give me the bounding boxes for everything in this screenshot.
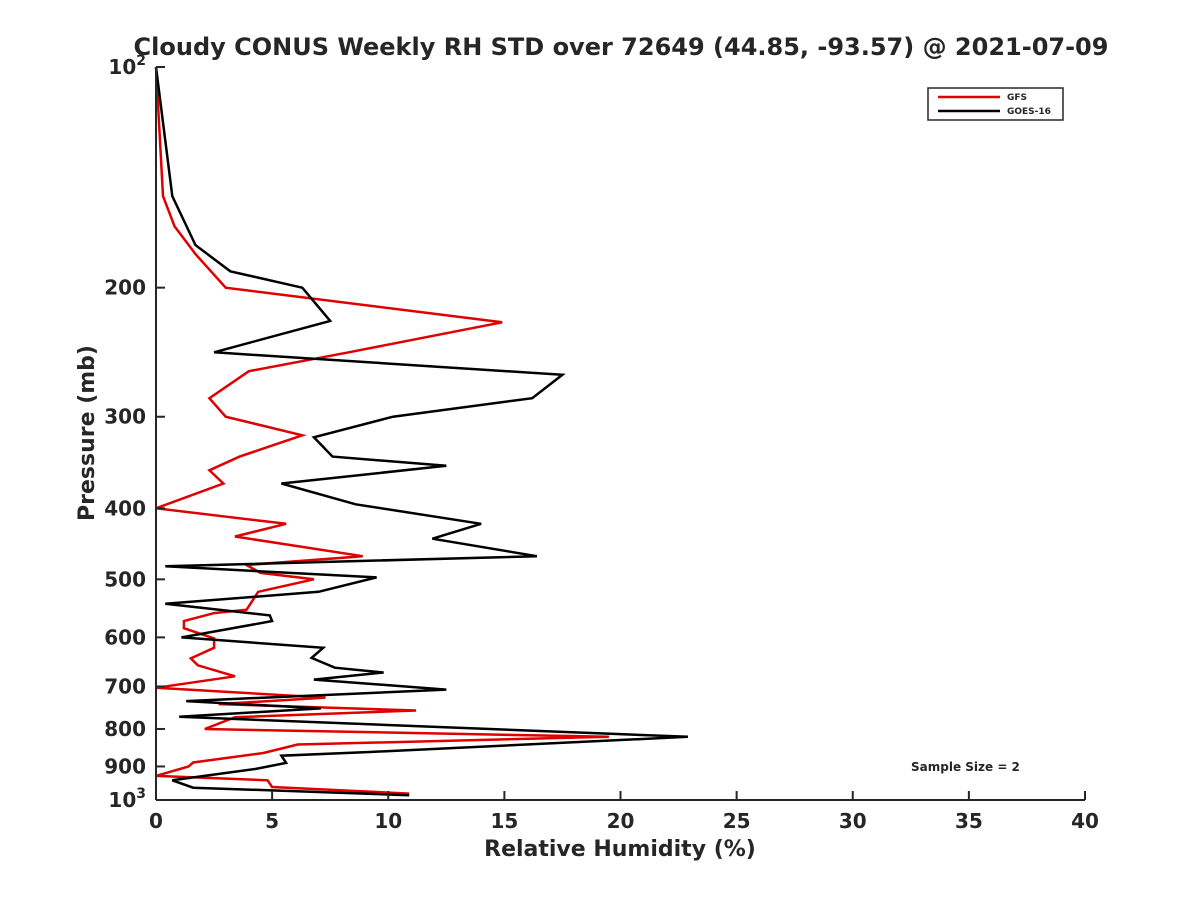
legend-label-goes16: GOES-16	[1007, 107, 1051, 117]
legend: GFS GOES-16	[927, 87, 1064, 121]
x-tick-label: 35	[955, 809, 983, 833]
x-tick-label: 5	[265, 809, 279, 833]
y-tick-label: 600	[104, 625, 146, 649]
y-tick-label: 900	[104, 754, 146, 778]
y-tick-label: 103	[108, 786, 146, 812]
legend-label-gfs: GFS	[1007, 93, 1027, 103]
y-tick-label: 500	[104, 567, 146, 591]
series-layer	[154, 66, 688, 797]
y-ticks: 102 200 300 400 500 600 700 800 900 103	[104, 53, 165, 812]
x-tick-label: 15	[490, 809, 518, 833]
x-tick-label: 25	[723, 809, 751, 833]
y-axis-label: Pressure (mb)	[75, 345, 100, 521]
y-tick-label: 102	[108, 53, 146, 79]
sample-size-annotation: Sample Size = 2	[911, 760, 1020, 774]
x-ticks: 0 5 10 15 20 25 30 35 40	[149, 791, 1099, 833]
legend-box	[927, 87, 1064, 121]
y-tick-label: 300	[104, 405, 146, 429]
chart-title: Cloudy CONUS Weekly RH STD over 72649 (4…	[134, 33, 1109, 61]
y-tick-label: 800	[104, 717, 146, 741]
series-line-goes16	[154, 66, 688, 797]
x-axis-label: Relative Humidity (%)	[484, 837, 756, 862]
plot-area	[156, 67, 1085, 800]
x-tick-label: 10	[374, 809, 402, 833]
x-tick-label: 30	[839, 809, 867, 833]
x-tick-label: 20	[607, 809, 635, 833]
y-tick-label: 200	[104, 276, 146, 300]
y-tick-label: 400	[104, 496, 146, 520]
x-tick-label: 40	[1071, 809, 1099, 833]
x-tick-label: 0	[149, 809, 163, 833]
y-tick-label: 700	[104, 674, 146, 698]
